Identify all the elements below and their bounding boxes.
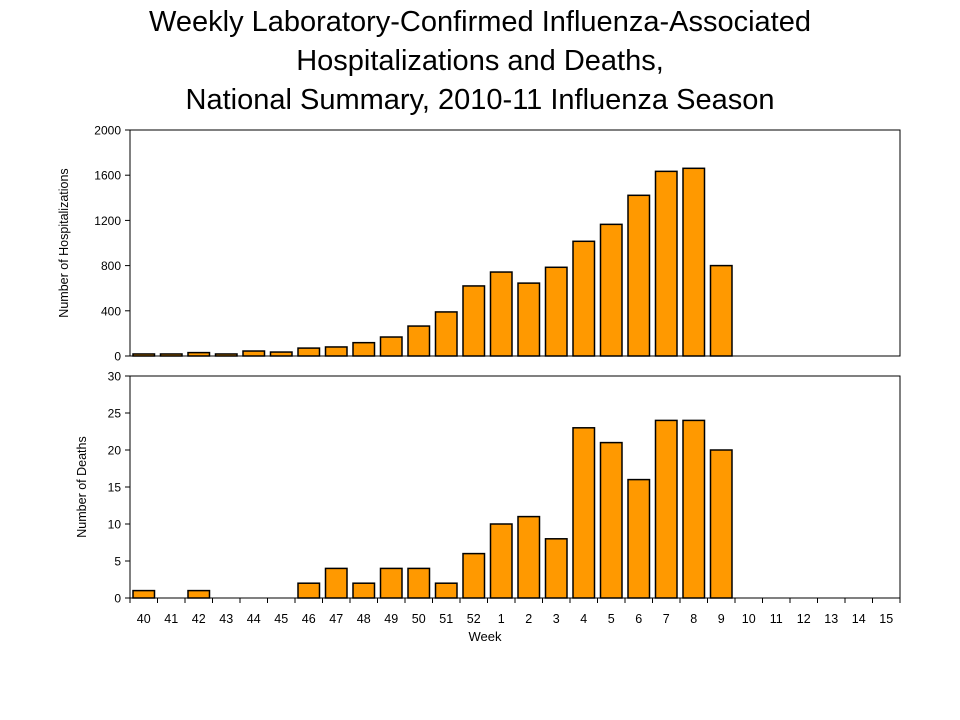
x-tick-label: 43 xyxy=(219,612,233,626)
x-tick-label: 12 xyxy=(797,612,811,626)
bar-week-49 xyxy=(379,336,403,357)
bar-week-49 xyxy=(379,567,403,599)
x-tick-label: 15 xyxy=(879,612,893,626)
bar-week-3 xyxy=(544,538,568,599)
x-tick-label: 2 xyxy=(525,612,532,626)
bar-week-7 xyxy=(654,419,678,599)
bar-week-2 xyxy=(517,282,541,357)
chart-title-line-1: Weekly Laboratory-Confirmed Influenza-As… xyxy=(149,6,811,38)
bar-week-5 xyxy=(599,223,623,357)
x-tick-label: 51 xyxy=(439,612,453,626)
x-tick-label: 52 xyxy=(467,612,481,626)
chart-title-line-2: Hospitalizations and Deaths, xyxy=(296,45,664,77)
y-tick-label: 1200 xyxy=(94,214,121,228)
x-tick-label: 5 xyxy=(608,612,615,626)
bar-week-7 xyxy=(654,170,678,357)
bar-week-8 xyxy=(682,167,706,357)
bar-week-40 xyxy=(132,589,156,599)
y-axis-label: Number of Hospitalizations xyxy=(57,168,71,317)
bar-week-9 xyxy=(709,264,733,357)
plot-area-1 xyxy=(129,375,901,599)
y-tick-label: 0 xyxy=(114,350,121,364)
bar-week-52 xyxy=(462,285,486,357)
x-tick-label: 14 xyxy=(852,612,866,626)
x-tick-label: 50 xyxy=(412,612,426,626)
bar-week-50 xyxy=(407,325,431,357)
plot-area-0 xyxy=(129,129,901,357)
bar-week-47 xyxy=(324,346,348,357)
y-tick-label: 1600 xyxy=(94,169,121,183)
bar-week-46 xyxy=(297,347,321,357)
bar-week-9 xyxy=(709,449,733,599)
x-tick-label: 6 xyxy=(635,612,642,626)
x-tick-label: 48 xyxy=(357,612,371,626)
bar-week-4 xyxy=(572,240,596,357)
y-tick-label: 5 xyxy=(114,555,121,569)
x-tick-label: 42 xyxy=(192,612,206,626)
x-tick-label: 41 xyxy=(164,612,178,626)
y-axis-label: Number of Deaths xyxy=(75,436,89,537)
x-tick-label: 8 xyxy=(690,612,697,626)
y-tick-label: 20 xyxy=(108,444,122,458)
bar-week-8 xyxy=(682,419,706,599)
bar-week-1 xyxy=(489,271,513,357)
bar-week-4 xyxy=(572,427,596,599)
bar-week-51 xyxy=(434,582,458,599)
bar-week-52 xyxy=(462,552,486,599)
y-tick-label: 10 xyxy=(108,518,122,532)
bar-week-40 xyxy=(132,353,156,357)
y-tick-label: 0 xyxy=(114,592,121,606)
x-axis-label: Week xyxy=(469,629,502,644)
bar-week-41 xyxy=(159,353,183,357)
x-tick-label: 47 xyxy=(329,612,343,626)
x-tick-label: 10 xyxy=(742,612,756,626)
x-tick-label: 49 xyxy=(384,612,398,626)
x-tick-label: 3 xyxy=(553,612,560,626)
y-tick-label: 30 xyxy=(108,370,122,384)
bar-week-2 xyxy=(517,515,541,599)
bar-week-43 xyxy=(214,353,238,357)
bar-week-46 xyxy=(297,582,321,599)
bar-week-44 xyxy=(242,350,266,357)
x-tick-label: 44 xyxy=(247,612,261,626)
x-tick-label: 45 xyxy=(274,612,288,626)
y-tick-label: 15 xyxy=(108,481,122,495)
bar-week-5 xyxy=(599,441,623,599)
x-tick-label: 4 xyxy=(580,612,587,626)
x-tick-label: 7 xyxy=(663,612,670,626)
bar-week-6 xyxy=(627,478,651,599)
y-tick-label: 800 xyxy=(101,259,121,273)
y-tick-label: 2000 xyxy=(94,124,121,138)
bar-week-50 xyxy=(407,567,431,599)
bar-week-45 xyxy=(269,351,293,357)
y-tick-label: 400 xyxy=(101,304,121,318)
bar-week-6 xyxy=(627,194,651,357)
bar-week-1 xyxy=(489,523,513,599)
x-tick-label: 1 xyxy=(498,612,505,626)
bar-week-48 xyxy=(352,341,376,357)
bar-week-51 xyxy=(434,311,458,357)
bar-week-47 xyxy=(324,567,348,599)
x-tick-label: 11 xyxy=(770,612,783,626)
x-tick-label: 46 xyxy=(302,612,316,626)
x-tick-label: 40 xyxy=(137,612,151,626)
y-tick-label: 25 xyxy=(108,407,122,421)
x-tick-label: 9 xyxy=(718,612,725,626)
bar-week-42 xyxy=(187,589,211,599)
chart-title-line-3: National Summary, 2010-11 Influenza Seas… xyxy=(185,84,775,116)
bar-week-48 xyxy=(352,582,376,599)
bar-week-42 xyxy=(187,351,211,357)
bar-week-3 xyxy=(544,266,568,357)
x-tick-label: 13 xyxy=(824,612,838,626)
